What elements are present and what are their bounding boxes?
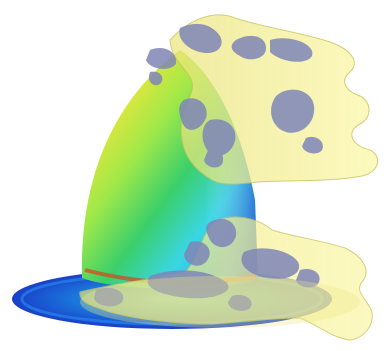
blob-13	[241, 248, 300, 280]
blob-8	[204, 148, 224, 168]
blob-14	[147, 270, 229, 299]
blob-1	[179, 23, 222, 54]
blob-9	[302, 136, 323, 154]
blob-5	[271, 89, 315, 133]
blob-6	[179, 98, 207, 130]
blob-3	[270, 38, 313, 62]
blob-11	[206, 218, 237, 248]
lower-isosurface	[79, 216, 373, 341]
blob-17	[228, 294, 252, 311]
blob-10	[148, 71, 163, 86]
plate-overlay	[80, 276, 360, 328]
blob-15	[94, 287, 124, 307]
blob-2	[231, 35, 266, 60]
blob-12	[184, 241, 210, 266]
blob-16	[296, 268, 320, 288]
blob-4	[146, 47, 177, 69]
blob-7	[202, 119, 236, 156]
upper-blobs	[146, 23, 323, 168]
lower-blobs	[94, 218, 320, 311]
